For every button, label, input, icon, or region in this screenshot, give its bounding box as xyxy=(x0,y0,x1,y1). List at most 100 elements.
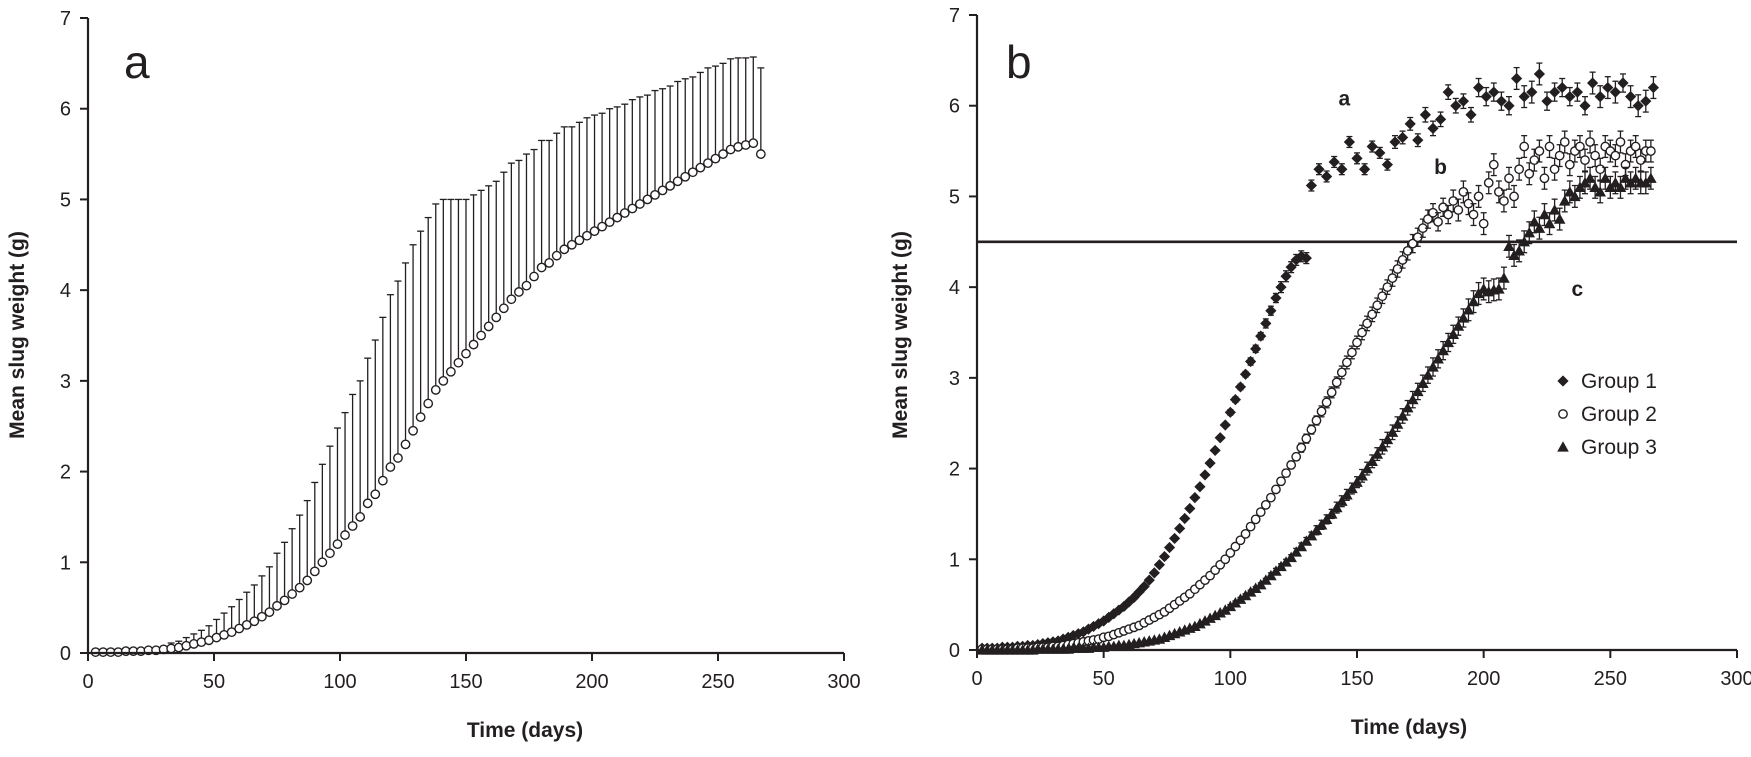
panel-b-series-2-data-point xyxy=(1316,406,1327,417)
panel-b-series-2-data-point xyxy=(1382,282,1393,293)
panel-b-series-3-data-point xyxy=(1584,172,1596,183)
panel-a-data-point xyxy=(544,258,555,268)
panel-b-series-3-data-point xyxy=(1356,470,1368,481)
panel-b-series-3-data-point xyxy=(1645,172,1657,183)
panel-a-data-point xyxy=(287,589,298,599)
panel-b-series-1-data-point xyxy=(1366,140,1378,153)
panel-a-data-point xyxy=(272,600,282,611)
panel-a-data-point xyxy=(755,149,766,159)
panel-b-series-1-data-point xyxy=(1113,604,1125,616)
panel-b-series-3-data-point xyxy=(1310,524,1323,535)
panel-b-series-3-data-point xyxy=(1609,177,1622,188)
panel-b-series-1-data-point xyxy=(1153,559,1165,571)
panel-b-series-3-data-point xyxy=(1249,582,1262,593)
panel-b-curve-labels: a b c xyxy=(1338,88,1583,302)
panel-b-series-2-data-point xyxy=(1377,291,1388,302)
panel-b-series-2-data-point xyxy=(1559,137,1570,147)
panel-b-series-3-data-point xyxy=(1341,489,1353,500)
panel-a-data-point xyxy=(347,521,358,531)
panel-b-series-1-data-point xyxy=(1300,252,1312,264)
panel-b-series-1-data-point xyxy=(1275,281,1287,293)
panel-b-legend: Group 1 Group 2 Group 3 xyxy=(1557,370,1657,459)
panel-b-series-3-data-point xyxy=(1381,433,1394,445)
panel-a-data-point xyxy=(718,149,728,159)
panel-b-series-2-data-point xyxy=(1468,209,1479,220)
panel-a-data-point xyxy=(279,595,290,606)
panel-b-series-1-data-point xyxy=(1404,118,1416,130)
panel-b-series-3-data-point xyxy=(1351,476,1363,487)
panel-a-data-point xyxy=(461,348,471,359)
panel-b-series-3-data-point xyxy=(1300,535,1313,546)
panel-a-data-point xyxy=(536,262,547,273)
panel-a-data-point xyxy=(582,230,592,241)
panel-b-series-1-data-point xyxy=(1488,86,1500,98)
panel-b-series-1-data-point xyxy=(1255,330,1267,342)
panel-a-data-point xyxy=(574,235,585,246)
panel-b-series-1-data-point xyxy=(1511,72,1523,85)
panel-b-series-1-data-point xyxy=(1602,81,1614,94)
panel-b-series-1-data-point xyxy=(1234,381,1247,393)
panel-b-series-1-data-point xyxy=(1219,419,1231,431)
panel-b-curve-label: c xyxy=(1572,278,1584,301)
panel-a-data-point xyxy=(498,303,509,314)
panel-a-data-point xyxy=(325,548,335,559)
panel-b-series-1-data-point xyxy=(1594,91,1606,103)
panel-b-series-3-data-point xyxy=(1543,217,1556,229)
panel-a-data-point xyxy=(370,489,381,500)
panel-b-series-3-data-point xyxy=(1295,540,1308,552)
panel-b-series-1-data-point xyxy=(1473,81,1485,94)
panel-b-series-3-data-point xyxy=(1315,519,1328,530)
panel-a-data-point xyxy=(566,239,577,250)
panel-a-data-point xyxy=(650,189,660,200)
panel-b-series-1-data-point xyxy=(1118,600,1130,613)
panel-a-data-point xyxy=(415,412,426,423)
panel-b-series-1-data-point xyxy=(1250,343,1262,355)
panel-b-series-2-data-point xyxy=(1488,159,1499,170)
panel-a-data-point xyxy=(589,226,600,237)
panel-b-series-1-data-point xyxy=(1647,81,1659,94)
panel-b-series-2-data-point xyxy=(1225,548,1236,558)
panel-b-series-3-data-point xyxy=(1467,295,1480,307)
panel-b-x-tick-label: 150 xyxy=(1340,668,1373,690)
panel-b-y-tick-label: 0 xyxy=(949,640,960,662)
panel-b-series-1-data-point xyxy=(1209,444,1221,457)
panel-b-series-3-data-point xyxy=(1199,615,1211,626)
panel-b-series-3-data-point xyxy=(1320,513,1333,525)
panel-a-x-tick-label: 150 xyxy=(449,671,482,693)
panel-b-series-3-data-point xyxy=(1361,462,1373,474)
panel-b-series-2-data-point xyxy=(1260,499,1271,510)
panel-b-series-3-data-point xyxy=(1194,617,1206,629)
panel-b-x-tick-label: 250 xyxy=(1594,668,1627,690)
panel-b-series-1-data-point xyxy=(1495,95,1507,107)
panel-b-series-1-data-point xyxy=(1189,492,1201,504)
panel-b-series-3-data-point xyxy=(1523,226,1536,238)
panel-b-series-2-data-point xyxy=(1473,191,1484,202)
panel-a-data-point xyxy=(393,453,403,463)
panel-b-series-1-data-point xyxy=(1609,86,1621,98)
panel-b-series-2-data-point xyxy=(1433,216,1443,227)
panel-b-series-1-data-point xyxy=(1389,136,1401,148)
panel-b-series-1-data-point xyxy=(1305,179,1317,192)
panel-a-data-point xyxy=(294,582,305,593)
panel-b-series-3-data-point xyxy=(1417,377,1429,388)
panel-b-series-1-data-point xyxy=(1518,91,1530,103)
panel-b-series-1-data-point xyxy=(1184,502,1196,515)
panel-a-data-point xyxy=(438,375,449,386)
panel-b-series-1-data-point xyxy=(1632,100,1644,112)
panel-b-series-3-data-point xyxy=(1290,546,1302,557)
panel-a-data-point xyxy=(408,425,418,436)
panel-b-series-2-data-point xyxy=(1341,357,1352,368)
panel-b-x-tick-label: 100 xyxy=(1214,668,1247,690)
panel-b-series-3-data-point xyxy=(1386,426,1399,437)
panel-a-data-point xyxy=(529,271,539,282)
panel-b-series-1-data-point xyxy=(1224,406,1236,418)
panel-a-data-point xyxy=(680,171,691,182)
panel-b-series-1-data-point xyxy=(1239,368,1252,380)
panel-b-series-2-data-point xyxy=(1281,468,1291,479)
panel-b-series-1-data-point xyxy=(1128,591,1140,603)
panel-b-series-1-data-point xyxy=(1343,136,1355,148)
panel-a-axes: 0 50 100 150 200 250 300 0 1 2 3 4 5 6 7 xyxy=(60,8,861,693)
panel-b-series-1-data-point xyxy=(1098,615,1110,627)
panel-b-series-3-data-point xyxy=(1406,393,1419,405)
panel-a-data-point xyxy=(521,280,532,291)
